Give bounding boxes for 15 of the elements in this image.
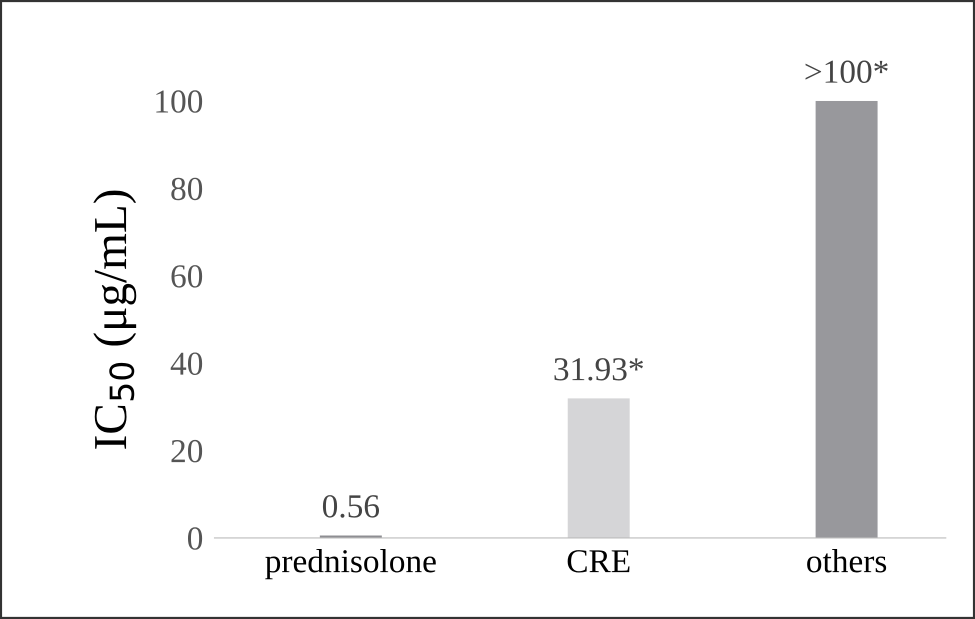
data-label: 31.93* <box>554 358 643 381</box>
x-tick-label: others <box>807 549 886 572</box>
data-label: 0.56 <box>322 495 380 518</box>
y-tick-label: 60 <box>171 265 202 288</box>
y-axis-title: IC$_{50}$ (μg/mL) <box>93 190 136 449</box>
bar <box>568 398 630 538</box>
y-tick-label: 0 <box>188 527 202 550</box>
y-tick-label: 40 <box>170 352 202 375</box>
x-tick-label: prednisolone <box>265 549 436 580</box>
y-tick-label: 20 <box>172 440 202 462</box>
y-tick-label: 100 <box>156 90 202 113</box>
x-tick-label: CRE <box>568 550 630 572</box>
bar <box>816 100 878 538</box>
data-label: >100* <box>806 60 888 84</box>
y-tick-label: 80 <box>171 178 202 200</box>
